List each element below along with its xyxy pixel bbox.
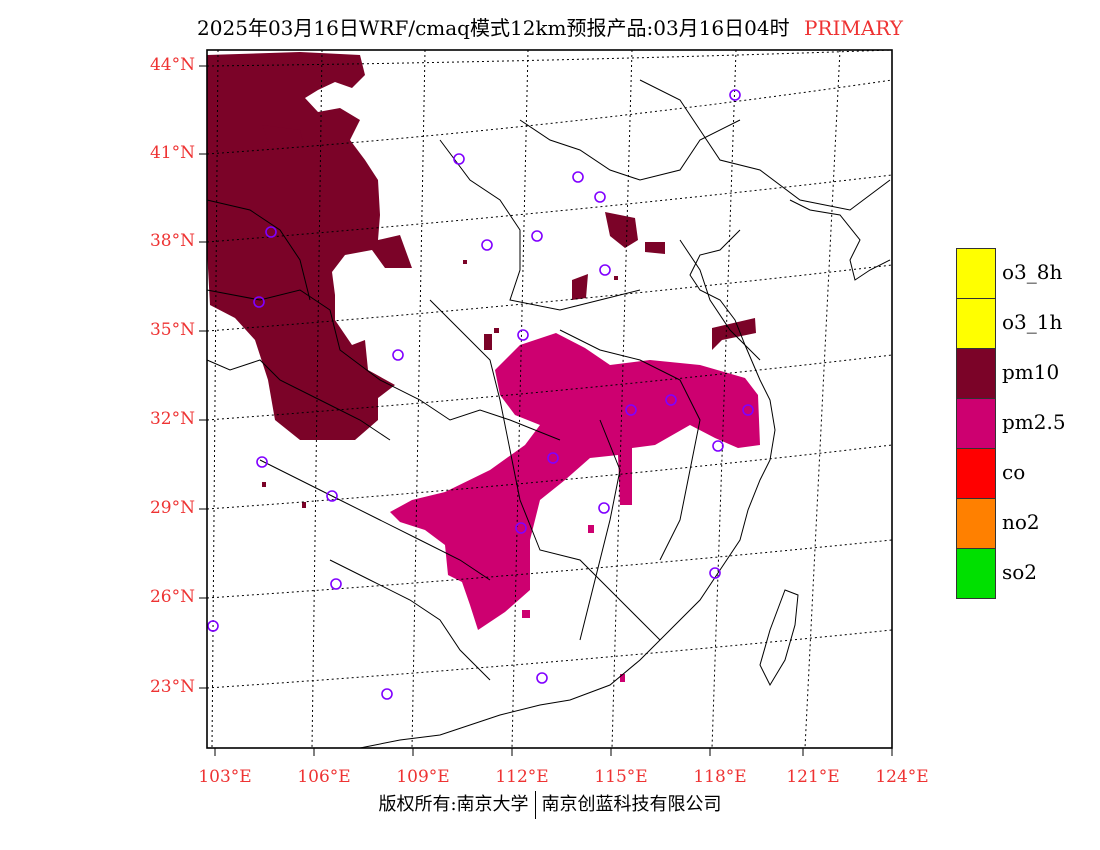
station-circle-icon bbox=[572, 171, 584, 183]
station-circle-icon bbox=[594, 191, 606, 203]
coastline bbox=[359, 199, 891, 749]
footer-separator bbox=[534, 791, 536, 819]
lat-label-38: 38°N bbox=[149, 231, 195, 251]
lon-label-118: 118°E bbox=[693, 767, 747, 787]
legend-label: co bbox=[1002, 460, 1026, 484]
legend-swatch bbox=[956, 348, 996, 399]
lon-label-124: 124°E bbox=[875, 767, 929, 787]
station-markers bbox=[207, 89, 754, 700]
station-circle-icon bbox=[598, 502, 610, 514]
lon-label-106: 106°E bbox=[297, 767, 351, 787]
legend-swatch bbox=[956, 448, 996, 499]
legend-swatch bbox=[956, 248, 996, 299]
legend-label: o3_1h bbox=[1002, 310, 1063, 334]
station-circle-icon bbox=[625, 404, 637, 416]
station-circle-icon bbox=[665, 394, 677, 406]
company-text: 南京创蓝科技有限公司 bbox=[541, 794, 722, 815]
legend-swatch bbox=[956, 398, 996, 449]
lat-label-23: 23°N bbox=[149, 677, 195, 697]
legend-label: no2 bbox=[1002, 510, 1040, 534]
station-circle-icon bbox=[517, 329, 529, 341]
pm25-region bbox=[390, 333, 760, 682]
lat-label-29: 29°N bbox=[149, 498, 195, 518]
footer: 版权所有:南京大学 南京创蓝科技有限公司 bbox=[0, 790, 1100, 819]
lat-label-41: 41°N bbox=[149, 143, 195, 163]
lat-label-44: 44°N bbox=[149, 55, 195, 75]
station-circle-icon bbox=[381, 688, 393, 700]
station-circle-icon bbox=[547, 452, 559, 464]
station-circle-icon bbox=[256, 456, 268, 468]
legend-swatch bbox=[956, 498, 996, 549]
station-circle-icon bbox=[729, 89, 741, 101]
legend-label: so2 bbox=[1002, 560, 1038, 584]
legend-swatch bbox=[956, 548, 996, 599]
pm10-region bbox=[207, 52, 756, 508]
lon-label-121: 121°E bbox=[786, 767, 840, 787]
station-circle-icon bbox=[330, 578, 342, 590]
station-circle-icon bbox=[326, 490, 338, 502]
axis-ticks bbox=[199, 65, 893, 756]
lon-label-109: 109°E bbox=[396, 767, 450, 787]
station-circle-icon bbox=[392, 349, 404, 361]
legend-swatch bbox=[956, 298, 996, 349]
station-circle-icon bbox=[515, 522, 527, 534]
legend-label: pm2.5 bbox=[1002, 410, 1066, 434]
station-circle-icon bbox=[536, 672, 548, 684]
station-circle-icon bbox=[712, 440, 724, 452]
province-boundaries bbox=[206, 79, 891, 681]
station-circle-icon bbox=[531, 230, 543, 242]
map-title: 2025年03月16日WRF/cmaq模式12km预报产品:03月16日04时 bbox=[197, 16, 790, 40]
station-circle-icon bbox=[599, 264, 611, 276]
lat-label-35: 35°N bbox=[149, 320, 195, 340]
legend-label: o3_8h bbox=[1002, 260, 1063, 284]
legend-label: pm10 bbox=[1002, 360, 1060, 384]
station-circle-icon bbox=[742, 404, 754, 416]
station-circle-icon bbox=[265, 226, 277, 238]
station-circle-icon bbox=[709, 567, 721, 579]
map-frame bbox=[206, 49, 893, 749]
station-circle-icon bbox=[481, 239, 493, 251]
lon-label-112: 112°E bbox=[495, 767, 549, 787]
lon-label-115: 115°E bbox=[594, 767, 648, 787]
station-circle-icon bbox=[253, 296, 265, 308]
station-circle-icon bbox=[207, 620, 219, 632]
lon-label-103: 103°E bbox=[198, 767, 252, 787]
lat-label-26: 26°N bbox=[149, 587, 195, 607]
primary-tag: PRIMARY bbox=[803, 16, 903, 40]
copyright-text: 版权所有:南京大学 bbox=[378, 794, 529, 815]
map-header: 2025年03月16日WRF/cmaq模式12km预报产品:03月16日04时 … bbox=[0, 12, 1100, 41]
lat-label-32: 32°N bbox=[149, 409, 195, 429]
station-circle-icon bbox=[453, 153, 465, 165]
